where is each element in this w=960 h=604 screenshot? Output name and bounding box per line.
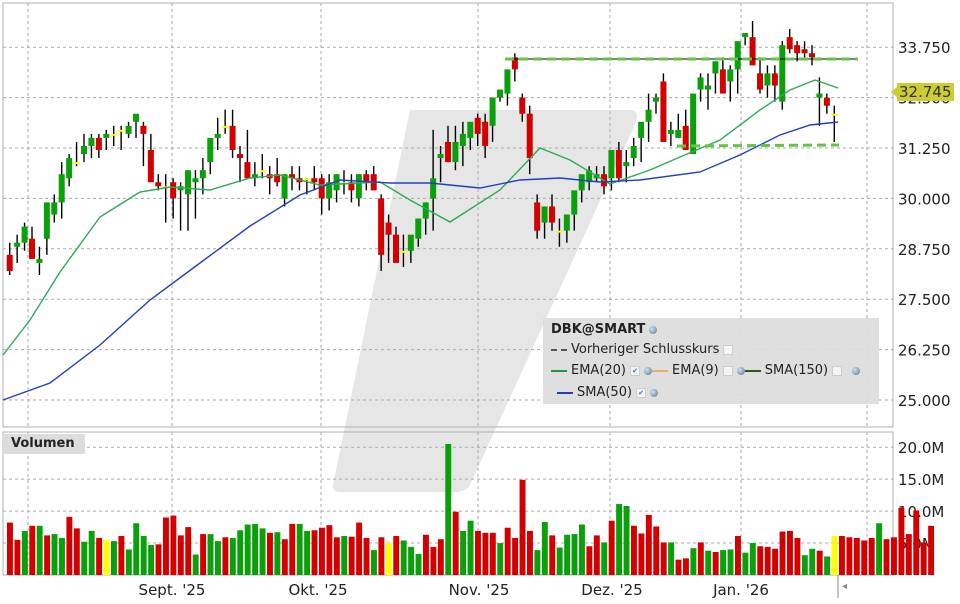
legend-symbol: DBK@SMART: [551, 322, 646, 337]
svg-text:31.250: 31.250: [898, 140, 951, 158]
legend-label: Vorheriger Schlusskurs: [571, 342, 720, 357]
ema9-line-icon: [652, 369, 669, 372]
scroll-left-arrow-icon[interactable]: ◂: [842, 581, 848, 592]
chart-legend: DBK@SMART Vorheriger Schlusskurs EMA(20)…: [543, 318, 879, 404]
symbol-settings-icon[interactable]: [649, 325, 658, 334]
svg-text:25.000: 25.000: [898, 392, 951, 410]
svg-text:Okt. '25: Okt. '25: [288, 581, 347, 599]
sma150-settings-icon[interactable]: [852, 366, 861, 375]
ema20-checkbox[interactable]: ✔: [630, 365, 641, 376]
svg-text:27.500: 27.500: [898, 291, 951, 309]
legend-label: SMA(150): [764, 363, 829, 378]
sma50-checkbox[interactable]: ✔: [636, 387, 647, 398]
legend-label: SMA(50): [577, 385, 633, 400]
svg-text:Jan. '26: Jan. '26: [712, 581, 769, 599]
svg-text:Sept. '25: Sept. '25: [139, 581, 206, 599]
prev-close-checkbox[interactable]: [723, 344, 734, 355]
legend-title-row: DBK@SMART: [551, 322, 658, 337]
svg-text:28.750: 28.750: [898, 241, 951, 259]
svg-text:Nov. '25: Nov. '25: [449, 581, 510, 599]
legend-label: EMA(9): [672, 363, 719, 378]
svg-text:10.0M: 10.0M: [898, 503, 944, 521]
dashed-line-icon: [551, 348, 567, 351]
legend-item-row-indicators: EMA(20) ✔ EMA(9) SMA(150): [551, 363, 861, 378]
current-price-tag: 32.745: [891, 83, 954, 101]
legend-item-prev-close: Vorheriger Schlusskurs: [551, 342, 734, 357]
sma150-checkbox[interactable]: [832, 365, 843, 376]
sma150-line-icon: [744, 369, 761, 372]
svg-text:20.0M: 20.0M: [898, 439, 944, 457]
sma50-settings-icon[interactable]: [650, 388, 659, 397]
ema9-checkbox[interactable]: [722, 365, 733, 376]
legend-item-sma50: SMA(50) ✔: [557, 385, 659, 400]
legend-label: EMA(20): [571, 363, 627, 378]
svg-text:33.750: 33.750: [898, 39, 951, 57]
sma50-line-icon: [557, 391, 573, 394]
svg-text:Dez. '25: Dez. '25: [581, 581, 642, 599]
svg-text:15.0M: 15.0M: [898, 471, 944, 489]
volume-panel-label: Volumen: [3, 434, 85, 454]
svg-text:26.250: 26.250: [898, 342, 951, 360]
ema20-line-icon: [551, 369, 567, 372]
svg-text:30.000: 30.000: [898, 190, 951, 208]
ema9-settings-icon[interactable]: [736, 366, 745, 375]
ema20-settings-icon[interactable]: [644, 366, 653, 375]
